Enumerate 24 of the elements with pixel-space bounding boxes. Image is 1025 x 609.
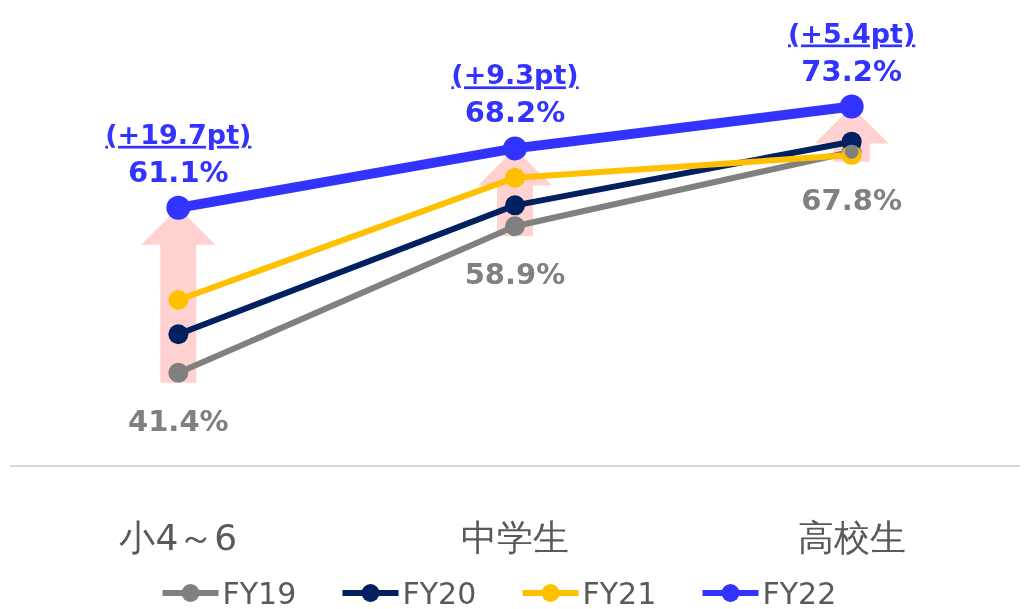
point xyxy=(166,195,191,220)
legend-label: FY20 xyxy=(402,576,477,609)
point xyxy=(168,362,189,383)
annotation: (+5.4pt) xyxy=(787,17,916,49)
annotation: (+9.3pt) xyxy=(451,59,579,91)
point xyxy=(839,94,864,119)
data-label: 68.2% xyxy=(464,95,566,130)
data-label: 67.8% xyxy=(801,182,902,217)
point xyxy=(503,136,527,161)
point xyxy=(168,289,189,310)
legend-label: FY22 xyxy=(762,576,837,609)
point xyxy=(168,324,189,345)
legend-label: FY21 xyxy=(582,576,657,609)
x-tick-label: 小4～6 xyxy=(119,517,238,558)
annotation: (+19.7pt) xyxy=(105,118,252,150)
legend-label: FY19 xyxy=(222,576,297,609)
data-label: 73.2% xyxy=(801,53,902,88)
data-label: 58.9% xyxy=(464,257,566,292)
point xyxy=(505,167,525,188)
x-tick-label: 高校生 xyxy=(797,517,906,558)
data-label: 41.4% xyxy=(128,403,229,438)
x-tick-label: 中学生 xyxy=(461,517,569,558)
data-label: 61.1% xyxy=(128,154,229,189)
point xyxy=(505,216,525,237)
